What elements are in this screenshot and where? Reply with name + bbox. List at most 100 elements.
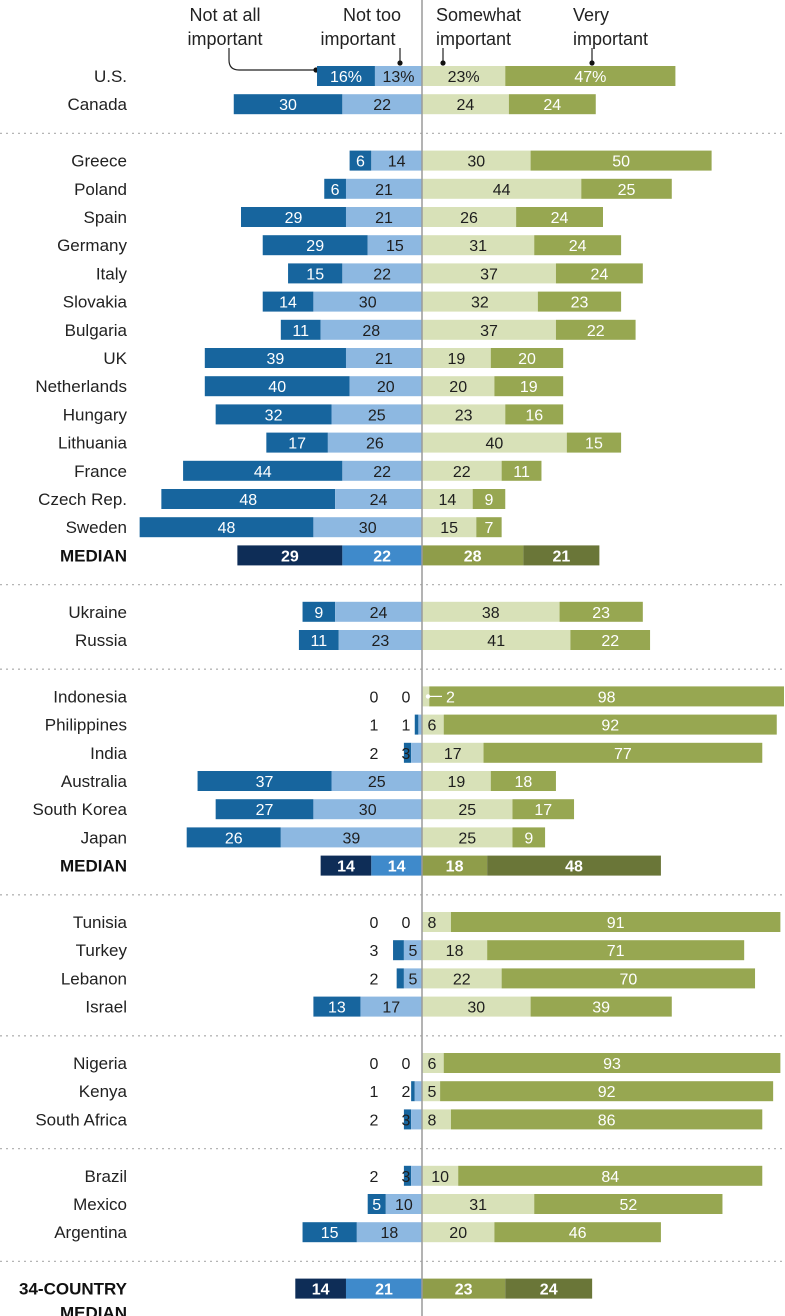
legend-label-not-too-line1: Not too xyxy=(343,5,401,25)
bar-not-at-all xyxy=(280,319,321,340)
row-median-1: MEDIAN 29 22 28 21 xyxy=(60,545,600,566)
value-label-not-too: 22 xyxy=(373,464,391,481)
value-label-not-at-all: 0 xyxy=(370,689,379,706)
value-label-not-too: 25 xyxy=(368,774,386,791)
value-label-very: 50 xyxy=(612,154,630,171)
value-label-very: 9 xyxy=(485,492,494,509)
value-label-not-too: 30 xyxy=(359,802,377,819)
bar-very xyxy=(523,545,600,566)
bar-somewhat xyxy=(422,404,506,425)
bar-somewhat xyxy=(422,489,473,509)
bar-not-too xyxy=(327,432,422,453)
country-label: MEDIAN xyxy=(60,857,127,876)
value-label-not-at-all: 0 xyxy=(370,1056,379,1073)
value-label-not-at-all: 48 xyxy=(239,492,257,509)
value-label-very: 91 xyxy=(607,915,625,932)
country-label: Bulgaria xyxy=(65,321,128,340)
row-bulgaria: Bulgaria 11 28 37 22 xyxy=(65,319,636,340)
value-label-very: 16 xyxy=(525,407,543,424)
bar-not-too xyxy=(403,968,422,989)
bar-somewhat xyxy=(422,94,509,115)
value-label-not-at-all: 11 xyxy=(292,323,309,340)
bar-not-at-all xyxy=(241,207,346,227)
value-label-not-too: 22 xyxy=(373,548,391,565)
value-label-not-at-all: 2 xyxy=(370,746,379,763)
value-label-not-at-all: 48 xyxy=(218,520,236,537)
value-label-not-at-all: 40 xyxy=(268,379,286,396)
group-separators xyxy=(0,132,785,1263)
bar-not-too xyxy=(385,1194,422,1214)
value-label-not-too: 23 xyxy=(371,633,389,650)
country-label: Hungary xyxy=(63,405,128,424)
row-ukraine: Ukraine 9 24 38 23 xyxy=(68,601,643,622)
bar-very xyxy=(516,207,603,227)
row-uk: UK 39 21 19 20 xyxy=(103,348,564,368)
bar-not-at-all xyxy=(396,968,404,989)
value-label-very: 22 xyxy=(601,633,619,650)
value-label-somewhat: 30 xyxy=(467,1000,485,1017)
value-label-very: 39 xyxy=(592,1000,610,1017)
bar-somewhat xyxy=(422,912,451,932)
bar-very xyxy=(559,601,643,622)
bar-very xyxy=(505,1278,593,1299)
country-label: India xyxy=(90,744,127,763)
value-label-not-too: 20 xyxy=(377,379,395,396)
value-label-somewhat: 44 xyxy=(493,182,511,199)
row-germany: Germany 29 15 31 24 xyxy=(57,235,622,256)
bar-not-too xyxy=(411,742,422,763)
bar-somewhat xyxy=(422,742,484,763)
country-label: Turkey xyxy=(76,941,128,960)
row-indonesia: Indonesia 0 0 98 xyxy=(53,686,784,707)
country-label: UK xyxy=(103,349,127,368)
value-label-very: 93 xyxy=(603,1056,621,1073)
bar-very xyxy=(555,319,636,340)
bar-somewhat xyxy=(422,601,560,622)
legend: Not at all important Not too important S… xyxy=(187,5,648,73)
country-label: Greece xyxy=(71,152,127,171)
bar-very xyxy=(570,630,651,650)
bar-not-too xyxy=(320,319,422,340)
value-label-not-at-all: 16% xyxy=(330,69,362,86)
bar-somewhat xyxy=(422,714,444,735)
bar-not-too xyxy=(313,291,422,312)
value-label-very: 21 xyxy=(552,548,570,565)
bar-not-at-all xyxy=(403,1165,412,1186)
bar-very xyxy=(483,742,763,763)
value-label-not-too: 3 xyxy=(402,1112,411,1129)
value-label-not-too: 22 xyxy=(373,97,391,114)
legend-label-not-at-all-line2: important xyxy=(187,29,262,49)
country-label: Ukraine xyxy=(68,603,127,622)
value-label-very: 23 xyxy=(571,295,589,312)
country-label: Indonesia xyxy=(53,687,127,706)
row-philippines: Philippines 1 1 6 92 xyxy=(45,714,777,735)
value-label-very: 77 xyxy=(614,746,632,763)
bar-not-at-all xyxy=(393,940,404,961)
value-label-not-too: 13% xyxy=(382,69,414,86)
bar-not-too xyxy=(331,771,422,791)
bar-very xyxy=(450,912,781,932)
legend-label-somewhat-line1: Somewhat xyxy=(436,5,521,25)
value-label-very: 25 xyxy=(618,182,636,199)
bar-not-at-all xyxy=(414,714,419,735)
country-label: MEDIAN xyxy=(60,546,127,565)
row-tunisia: Tunisia 0 0 8 91 xyxy=(73,912,781,932)
bar-not-too xyxy=(335,601,422,622)
bar-not-at-all xyxy=(215,404,332,425)
country-label: Argentina xyxy=(54,1223,127,1242)
value-label-not-too: 30 xyxy=(359,295,377,312)
bar-very xyxy=(443,1053,781,1073)
country-label: South Africa xyxy=(35,1110,127,1129)
legend-leader-not-at-all xyxy=(228,48,316,71)
value-label-somewhat: 23 xyxy=(455,407,473,424)
bar-not-at-all xyxy=(262,291,314,312)
row-poland: Poland 6 21 44 25 xyxy=(74,178,672,199)
value-label-not-at-all: 44 xyxy=(254,464,272,481)
value-label-not-at-all: 32 xyxy=(265,407,283,424)
bar-not-too xyxy=(342,94,422,115)
country-label: Russia xyxy=(75,631,128,650)
bar-somewhat xyxy=(422,150,531,171)
value-label-somewhat: 41 xyxy=(487,633,505,650)
bar-very xyxy=(581,178,672,199)
value-label-very: 52 xyxy=(619,1197,637,1214)
bar-not-too xyxy=(349,376,422,397)
